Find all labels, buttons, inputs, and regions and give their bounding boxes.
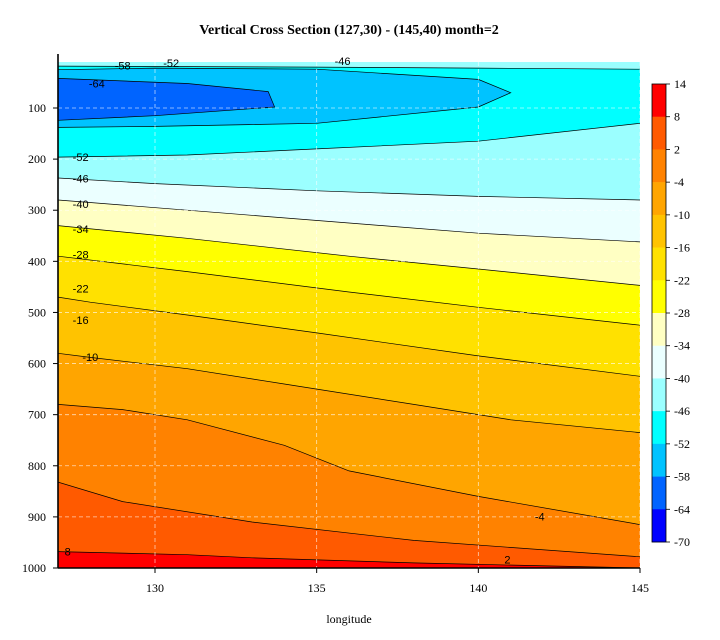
y-tick-label-300: 300 <box>28 203 46 217</box>
contour-label-14: 2 <box>504 554 510 566</box>
colorbar-label-3: -4 <box>674 175 684 189</box>
contour-line--58-10 <box>58 67 512 128</box>
colorbar-label-9: -40 <box>674 371 690 385</box>
colorbar-swatch-10 <box>652 411 666 445</box>
colorbar-label-2: 2 <box>674 142 680 156</box>
colorbar-swatch-13 <box>652 509 666 543</box>
colorbar-label-10: -46 <box>674 404 690 418</box>
contour-line--22-4 <box>58 296 640 377</box>
colorbar-label-7: -28 <box>674 306 690 320</box>
x-axis-label: longitude <box>326 612 371 626</box>
chart-title: Vertical Cross Section (127,30) - (145,4… <box>199 23 499 38</box>
y-tick-label-400: 400 <box>28 254 46 268</box>
contour-label-7: -34 <box>73 224 89 236</box>
colorbar-swatch-11 <box>652 443 666 477</box>
contour-label-layer: -52 -58 -64 -46 -52 -46 -40 -34 -28 -22 -16 -10 8 -4 2 <box>65 56 545 566</box>
colorbar-swatch-9 <box>652 378 666 412</box>
band-top-strip <box>58 62 640 70</box>
axes-layer: 130 135 140 145 100 200 300 400 500 600 700 800 900 1… <box>22 54 649 595</box>
colorbar-swatch-7 <box>652 313 666 347</box>
contour-line--28-5 <box>58 255 640 326</box>
y-tick-label-200: 200 <box>28 152 46 166</box>
contour-label-10: -16 <box>73 315 89 327</box>
band-64 <box>58 78 275 121</box>
contour-line--16-3 <box>58 352 640 433</box>
contour-fill-layer <box>58 62 640 568</box>
colorbar-swatch-2 <box>652 149 666 183</box>
contour-label-13: -4 <box>535 511 545 523</box>
colorbar-swatch-0 <box>652 84 666 118</box>
colorbar-swatch-3 <box>652 182 666 216</box>
colorbar-label-12: -58 <box>674 470 690 484</box>
contour-label-0: -52 <box>163 58 179 70</box>
colorbar-label-11: -52 <box>674 437 690 451</box>
colorbar: 14 8 2 -4 -10 -16 -22 -28 -34 -40 -46 -52 -58 -64 -70 <box>651 77 690 549</box>
contour-label-12: 8 <box>65 547 71 559</box>
contour-label-4: -52 <box>73 152 89 164</box>
y-tick-label-500: 500 <box>28 305 46 319</box>
colorbar-label-4: -10 <box>674 208 690 222</box>
colorbar-label-6: -22 <box>674 273 690 287</box>
x-tick-label-140: 140 <box>469 581 487 595</box>
y-tick-label-600: 600 <box>28 357 46 371</box>
x-tick-label-135: 135 <box>308 581 326 595</box>
colorbar-swatch-5 <box>652 247 666 281</box>
x-tick-label-130: 130 <box>146 581 164 595</box>
contour-label-1: -58 <box>115 61 131 73</box>
grid-layer <box>58 62 640 568</box>
colorbar-swatch-6 <box>652 280 666 314</box>
contour-label-9: -22 <box>73 283 89 295</box>
y-tick-label-100: 100 <box>28 101 46 115</box>
colorbar-swatch-4 <box>652 214 666 248</box>
y-tick-label-1000: 1000 <box>22 561 46 575</box>
colorbar-label-0: 14 <box>674 77 686 91</box>
y-tick-label-800: 800 <box>28 459 46 473</box>
colorbar-label-14: -70 <box>674 535 690 549</box>
contour-line-layer <box>58 65 640 568</box>
y-tick-label-900: 900 <box>28 510 46 524</box>
colorbar-swatch-1 <box>652 116 666 150</box>
contour-line--34-6 <box>58 225 640 286</box>
colorbar-swatch-12 <box>652 476 666 510</box>
contour-label-8: -28 <box>73 250 89 262</box>
x-tick-label-145: 145 <box>631 581 649 595</box>
y-tick-label-700: 700 <box>28 408 46 422</box>
contour-line--40-7 <box>58 199 640 243</box>
contour-label-11: -10 <box>82 352 98 364</box>
colorbar-label-1: 8 <box>674 110 680 124</box>
contour-label-5: -46 <box>73 174 89 186</box>
contour-line-2-0 <box>58 551 640 568</box>
contour-label-3: -46 <box>335 56 351 68</box>
colorbar-label-13: -64 <box>674 502 690 516</box>
contour-line--52-12 <box>58 65 640 70</box>
contour-line--4-1 <box>58 481 640 558</box>
colorbar-swatch-8 <box>652 345 666 379</box>
contour-line--64-11 <box>58 78 276 121</box>
colorbar-label-8: -34 <box>674 339 690 353</box>
contour-label-6: -40 <box>73 199 89 211</box>
contour-label-2: -64 <box>89 78 105 90</box>
colorbar-label-5: -16 <box>674 241 690 255</box>
